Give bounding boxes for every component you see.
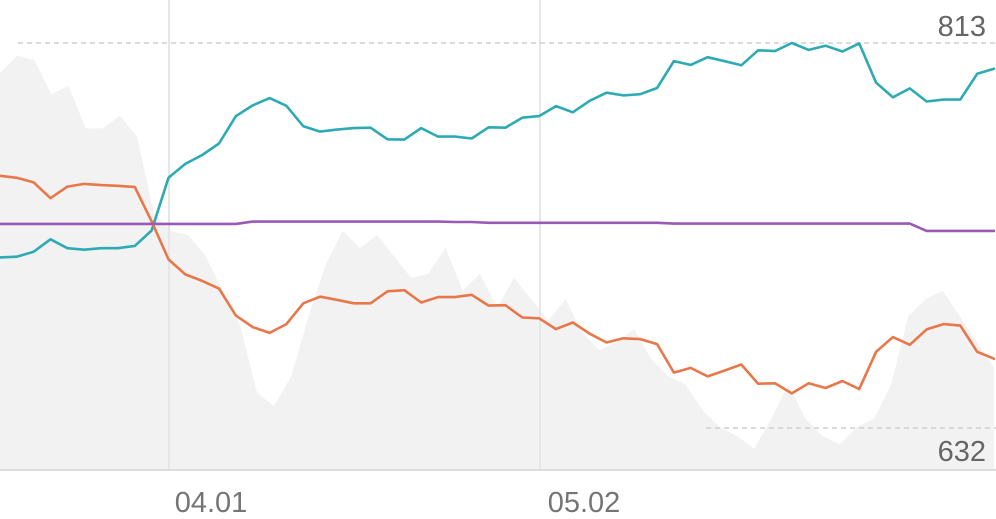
series-line-3 <box>0 220 996 233</box>
max-value-label: 813 <box>938 11 986 43</box>
series-layer <box>0 41 996 395</box>
background-area <box>0 55 994 471</box>
background-area-layer <box>0 55 994 471</box>
x-tick-label-1: 04.01 <box>175 487 248 519</box>
grid-layer <box>0 0 996 471</box>
x-tick-label-2: 05.02 <box>548 487 621 519</box>
min-value-label: 632 <box>938 436 986 468</box>
series-line-2 <box>0 174 996 395</box>
series-line-1 <box>0 41 996 259</box>
